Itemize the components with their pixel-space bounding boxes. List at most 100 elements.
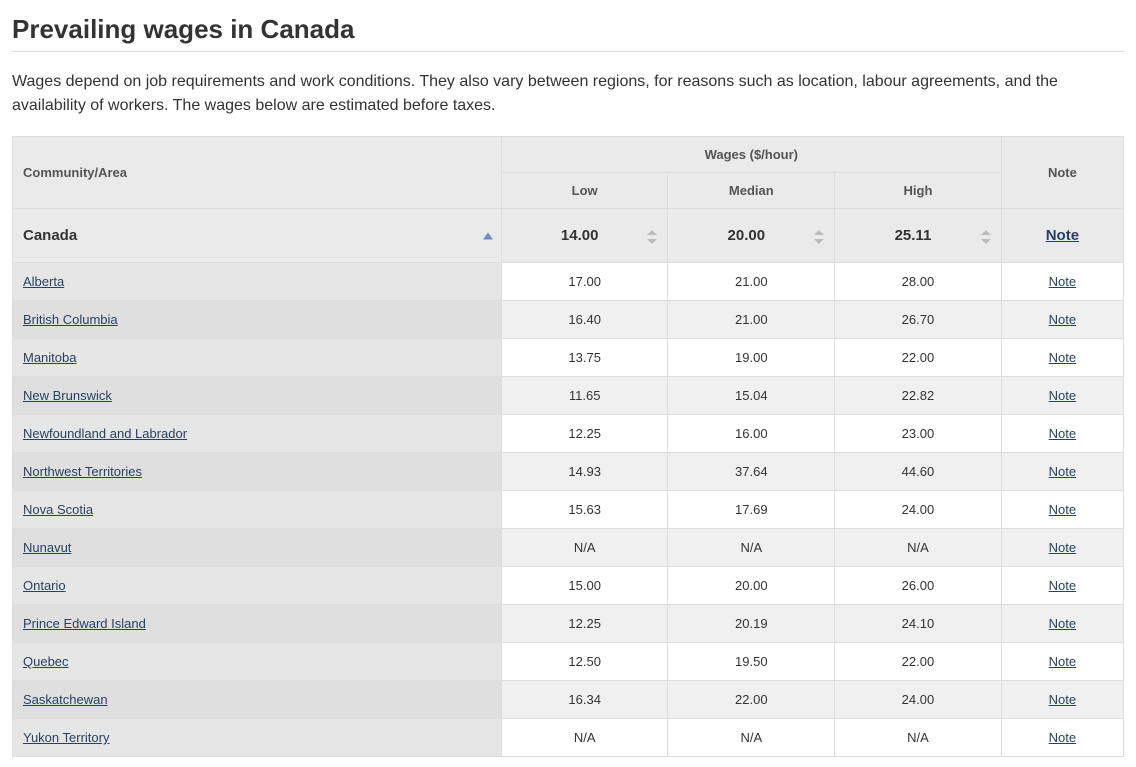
- note-cell: Note: [1001, 453, 1123, 491]
- area-cell: Alberta: [13, 263, 502, 301]
- area-link[interactable]: Nova Scotia: [23, 502, 93, 517]
- median-cell: 21.00: [668, 263, 835, 301]
- low-cell: 12.50: [501, 643, 668, 681]
- high-cell: 26.70: [835, 301, 1002, 339]
- note-cell: Note: [1001, 377, 1123, 415]
- area-link[interactable]: Alberta: [23, 274, 64, 289]
- area-cell: Nunavut: [13, 529, 502, 567]
- area-link[interactable]: British Columbia: [23, 312, 118, 327]
- median-cell: 21.00: [668, 301, 835, 339]
- note-link[interactable]: Note: [1049, 274, 1076, 289]
- sort-both-icon: [981, 230, 991, 244]
- area-link[interactable]: Ontario: [23, 578, 66, 593]
- col-header-low[interactable]: Low: [501, 173, 668, 209]
- median-cell: 22.00: [668, 681, 835, 719]
- median-cell: 19.00: [668, 339, 835, 377]
- area-cell: Northwest Territories: [13, 453, 502, 491]
- canada-note-cell: Note: [1001, 209, 1123, 263]
- area-cell: Manitoba: [13, 339, 502, 377]
- high-cell: 28.00: [835, 263, 1002, 301]
- wages-table: Community/Area Wages ($/hour) Note Low M…: [12, 136, 1124, 757]
- high-cell: N/A: [835, 529, 1002, 567]
- area-cell: Yukon Territory: [13, 719, 502, 757]
- table-row: Newfoundland and Labrador12.2516.0023.00…: [13, 415, 1124, 453]
- median-cell: N/A: [668, 719, 835, 757]
- page-title: Prevailing wages in Canada: [12, 14, 1124, 45]
- note-link[interactable]: Note: [1049, 730, 1076, 745]
- low-cell: 11.65: [501, 377, 668, 415]
- high-cell: N/A: [835, 719, 1002, 757]
- canada-low[interactable]: 14.00: [501, 209, 668, 263]
- note-link[interactable]: Note: [1049, 502, 1076, 517]
- median-cell: N/A: [668, 529, 835, 567]
- median-cell: 20.19: [668, 605, 835, 643]
- high-cell: 44.60: [835, 453, 1002, 491]
- table-row: Nova Scotia15.6317.6924.00Note: [13, 491, 1124, 529]
- note-cell: Note: [1001, 491, 1123, 529]
- note-cell: Note: [1001, 263, 1123, 301]
- note-cell: Note: [1001, 643, 1123, 681]
- col-header-area[interactable]: Community/Area: [13, 137, 502, 209]
- table-row: Alberta17.0021.0028.00Note: [13, 263, 1124, 301]
- area-cell: Newfoundland and Labrador: [13, 415, 502, 453]
- low-cell: 13.75: [501, 339, 668, 377]
- table-row: Quebec12.5019.5022.00Note: [13, 643, 1124, 681]
- note-cell: Note: [1001, 719, 1123, 757]
- low-cell: N/A: [501, 529, 668, 567]
- note-link[interactable]: Note: [1049, 692, 1076, 707]
- high-cell: 23.00: [835, 415, 1002, 453]
- note-link[interactable]: Note: [1049, 350, 1076, 365]
- table-row: New Brunswick11.6515.0422.82Note: [13, 377, 1124, 415]
- canada-median[interactable]: 20.00: [668, 209, 835, 263]
- median-cell: 15.04: [668, 377, 835, 415]
- note-cell: Note: [1001, 529, 1123, 567]
- note-link[interactable]: Note: [1049, 616, 1076, 631]
- note-cell: Note: [1001, 567, 1123, 605]
- table-row: Prince Edward Island12.2520.1924.10Note: [13, 605, 1124, 643]
- table-row: NunavutN/AN/AN/ANote: [13, 529, 1124, 567]
- high-cell: 22.00: [835, 339, 1002, 377]
- low-cell: 12.25: [501, 605, 668, 643]
- note-link[interactable]: Note: [1046, 227, 1079, 244]
- canada-summary-row: Canada 14.00 20.00 25.11 Note: [13, 209, 1124, 263]
- table-row: Yukon TerritoryN/AN/AN/ANote: [13, 719, 1124, 757]
- low-cell: N/A: [501, 719, 668, 757]
- area-cell: British Columbia: [13, 301, 502, 339]
- col-header-median[interactable]: Median: [668, 173, 835, 209]
- low-cell: 15.63: [501, 491, 668, 529]
- area-link[interactable]: New Brunswick: [23, 388, 112, 403]
- note-link[interactable]: Note: [1049, 426, 1076, 441]
- table-row: Manitoba 13.7519.0022.00 Note: [13, 339, 1124, 377]
- low-cell: 12.25: [501, 415, 668, 453]
- high-cell: 26.00: [835, 567, 1002, 605]
- area-link[interactable]: Yukon Territory: [23, 730, 109, 745]
- note-link[interactable]: Note: [1049, 578, 1076, 593]
- area-link[interactable]: Nunavut: [23, 540, 71, 555]
- sort-both-icon: [647, 230, 657, 244]
- area-link[interactable]: Prince Edward Island: [23, 616, 146, 631]
- note-cell: Note: [1001, 681, 1123, 719]
- canada-high[interactable]: 25.11: [835, 209, 1002, 263]
- area-cell: Prince Edward Island: [13, 605, 502, 643]
- area-link[interactable]: Quebec: [23, 654, 69, 669]
- table-row: British Columbia16.4021.0026.70Note: [13, 301, 1124, 339]
- table-row: Ontario15.0020.0026.00Note: [13, 567, 1124, 605]
- area-cell: Nova Scotia: [13, 491, 502, 529]
- median-cell: 19.50: [668, 643, 835, 681]
- area-link[interactable]: Manitoba: [23, 350, 76, 365]
- sort-asc-icon: [483, 232, 493, 239]
- note-link[interactable]: Note: [1049, 388, 1076, 403]
- canada-area-cell[interactable]: Canada: [13, 209, 502, 263]
- col-header-wages-group: Wages ($/hour): [501, 137, 1001, 173]
- area-link[interactable]: Saskatchewan: [23, 692, 108, 707]
- area-link[interactable]: Newfoundland and Labrador: [23, 426, 187, 441]
- note-link[interactable]: Note: [1049, 540, 1076, 555]
- note-cell: Note: [1001, 605, 1123, 643]
- area-cell: Ontario: [13, 567, 502, 605]
- note-link[interactable]: Note: [1049, 654, 1076, 669]
- note-cell: Note: [1001, 415, 1123, 453]
- note-link[interactable]: Note: [1049, 464, 1076, 479]
- note-link[interactable]: Note: [1049, 312, 1076, 327]
- col-header-high[interactable]: High: [835, 173, 1002, 209]
- area-link[interactable]: Northwest Territories: [23, 464, 142, 479]
